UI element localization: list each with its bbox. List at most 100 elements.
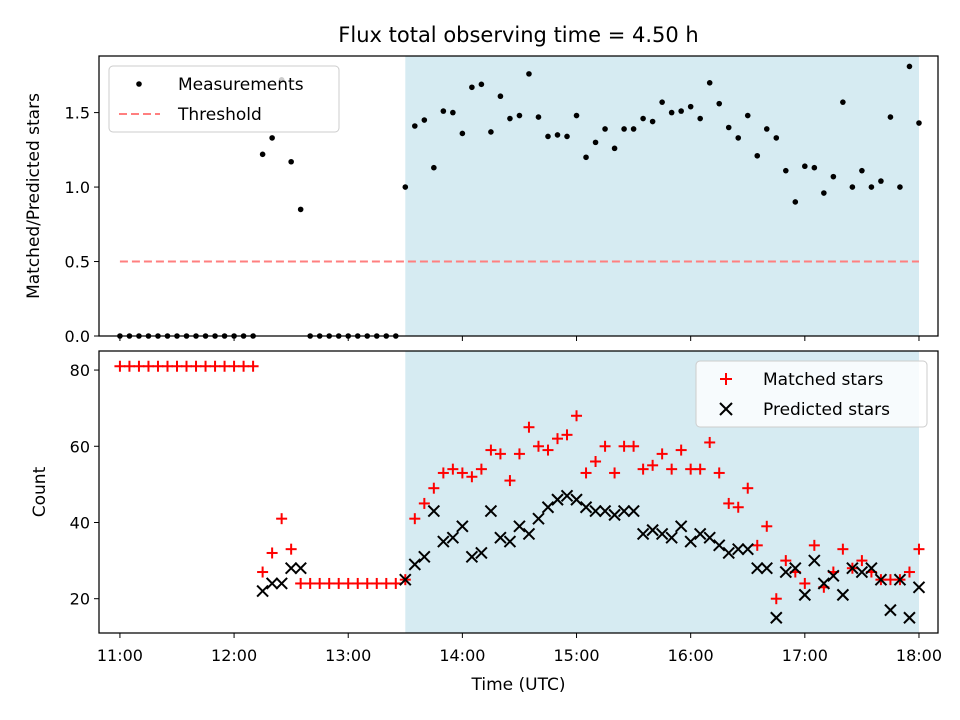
predicted-star-point — [865, 562, 878, 575]
predicted-star-point — [713, 539, 726, 552]
predicted-star-point — [741, 542, 754, 556]
matched-star-point — [257, 566, 269, 578]
matched-star-point — [704, 436, 716, 448]
matched-star-point — [475, 463, 487, 475]
matched-star-point — [209, 360, 221, 372]
bottom-y-axis-label: Count — [30, 466, 50, 517]
measurement-point — [887, 114, 894, 120]
measurement-point — [773, 135, 780, 141]
bottom-ytick-label: 20 — [70, 590, 90, 609]
matched-star-point — [628, 440, 640, 452]
predicted-star-point — [770, 611, 783, 624]
predicted-star-point — [608, 508, 621, 522]
matched-star-point — [761, 520, 773, 532]
predicted-star-point — [484, 504, 498, 518]
matched-star-point — [485, 444, 497, 456]
matched-star-point — [618, 440, 630, 452]
bottom-panel: 20 40 60 80 11:00 12:00 13:00 14:00 15:00 16:00 1… — [30, 350, 942, 695]
measurement-point — [744, 112, 751, 119]
predicted-star-point — [399, 573, 412, 586]
matched-star-point — [571, 410, 583, 422]
top-ytick-label: 1.0 — [65, 178, 90, 197]
predicted-star-point — [418, 550, 431, 563]
predicted-star-point — [408, 558, 422, 571]
measurement-point — [526, 71, 532, 77]
measurement-point — [611, 145, 618, 152]
matched-star-point — [333, 577, 345, 589]
matched-star-point — [513, 448, 525, 460]
predicted-star-point — [779, 565, 793, 579]
xtick-label: 12:00 — [211, 646, 257, 665]
predicted-star-point — [846, 562, 859, 575]
legend-predicted-label: Predicted stars — [763, 400, 890, 420]
measurement-point — [725, 124, 732, 131]
measurement-point — [592, 139, 599, 146]
matched-star-point — [114, 360, 126, 372]
matched-star-point — [418, 497, 430, 509]
predicted-star-point — [751, 562, 764, 575]
matched-star-point — [142, 360, 154, 372]
measurement-point — [783, 167, 789, 174]
matched-star-point — [304, 577, 316, 589]
matched-star-point — [713, 467, 725, 479]
measurement-point — [554, 132, 561, 138]
predicted-star-point — [598, 504, 612, 518]
predicted-star-point — [456, 520, 469, 533]
predicted-star-point — [789, 562, 802, 575]
predicted-star-point — [560, 489, 574, 503]
measurement-point — [621, 126, 627, 132]
matched-star-point — [161, 360, 173, 372]
measurement-point — [573, 112, 580, 119]
predicted-star-point — [503, 535, 517, 548]
xtick-label: 13:00 — [325, 646, 371, 665]
predicted-star-point — [646, 523, 659, 537]
matched-star-point — [751, 539, 763, 551]
matched-star-point — [694, 463, 706, 475]
matched-star-point — [171, 360, 183, 372]
top-legend-box — [108, 65, 340, 133]
predicted-star-point — [579, 501, 593, 514]
matched-star-point — [637, 463, 649, 475]
measurement-point — [640, 115, 646, 122]
predicted-star-point — [827, 569, 840, 583]
matched-star-point — [437, 467, 449, 479]
matched-star-point — [380, 577, 392, 589]
matched-star-point — [913, 543, 925, 555]
measurement-point — [802, 163, 808, 170]
predicted-star-point — [294, 562, 307, 575]
top-ytick-label: 1.5 — [65, 104, 90, 123]
matched-star-point — [675, 444, 687, 456]
matched-star-point — [532, 440, 544, 452]
matched-star-point — [837, 543, 849, 555]
matched-star-point — [884, 574, 896, 586]
predicted-star-point — [475, 546, 488, 560]
matched-star-point — [856, 555, 868, 567]
matched-star-point — [903, 566, 915, 578]
measurement-point — [697, 115, 703, 122]
measurement-point — [583, 154, 589, 161]
measurement-point — [545, 133, 551, 140]
top-ytick-label: 0.5 — [65, 253, 90, 272]
top-ytick-label: 0.0 — [65, 327, 90, 346]
predicted-star-point — [884, 603, 897, 617]
legend-predicted-marker — [719, 402, 733, 416]
measurement-point — [497, 93, 504, 100]
measurement-point — [897, 184, 903, 190]
matched-star-point — [808, 539, 820, 551]
measurement-point — [259, 151, 266, 158]
matched-star-point — [580, 467, 592, 479]
matched-star-point — [323, 577, 335, 589]
xtick-label: 16:00 — [668, 646, 714, 665]
matched-star-point — [295, 577, 307, 589]
matched-star-point — [656, 448, 668, 460]
measurement-point — [297, 206, 304, 213]
measurement-point — [678, 108, 684, 114]
predicted-star-point — [275, 577, 288, 590]
predicted-star-point — [760, 562, 773, 575]
matched-star-point — [342, 577, 354, 589]
measurement-point — [821, 190, 827, 196]
matched-star-point — [285, 543, 297, 555]
top-y-axis-label: Matched/Predicted stars — [24, 93, 44, 299]
matched-star-point — [152, 360, 164, 372]
